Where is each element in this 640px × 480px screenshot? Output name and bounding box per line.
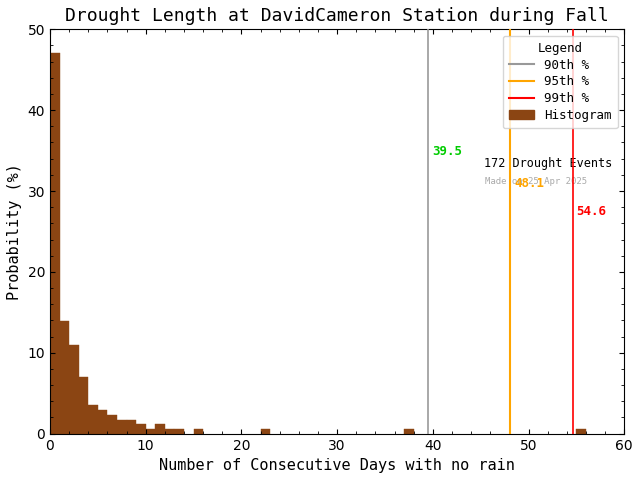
Title: Drought Length at DavidCameron Station during Fall: Drought Length at DavidCameron Station d…	[65, 7, 609, 25]
X-axis label: Number of Consecutive Days with no rain: Number of Consecutive Days with no rain	[159, 458, 515, 473]
Bar	[98, 410, 108, 433]
Bar	[165, 429, 175, 433]
Bar	[156, 424, 165, 433]
Bar	[117, 420, 127, 433]
Text: 54.6: 54.6	[577, 205, 606, 218]
Text: 172 Drought Events: 172 Drought Events	[484, 156, 612, 169]
Bar	[136, 424, 146, 433]
Text: Made on 25 Apr 2025: Made on 25 Apr 2025	[484, 177, 587, 186]
Text: 48.1: 48.1	[514, 177, 544, 190]
Bar	[193, 429, 203, 433]
Bar	[146, 429, 156, 433]
Bar	[69, 345, 79, 433]
Bar	[108, 415, 117, 433]
Bar	[175, 429, 184, 433]
Bar	[60, 321, 69, 433]
Bar	[88, 405, 98, 433]
Bar	[79, 377, 88, 433]
Y-axis label: Probability (%): Probability (%)	[7, 163, 22, 300]
Text: 39.5: 39.5	[432, 144, 462, 157]
Bar	[577, 429, 586, 433]
Bar	[50, 53, 60, 433]
Bar	[260, 429, 270, 433]
Bar	[404, 429, 413, 433]
Legend: 90th %, 95th %, 99th %, Histogram: 90th %, 95th %, 99th %, Histogram	[503, 36, 618, 128]
Bar	[127, 420, 136, 433]
